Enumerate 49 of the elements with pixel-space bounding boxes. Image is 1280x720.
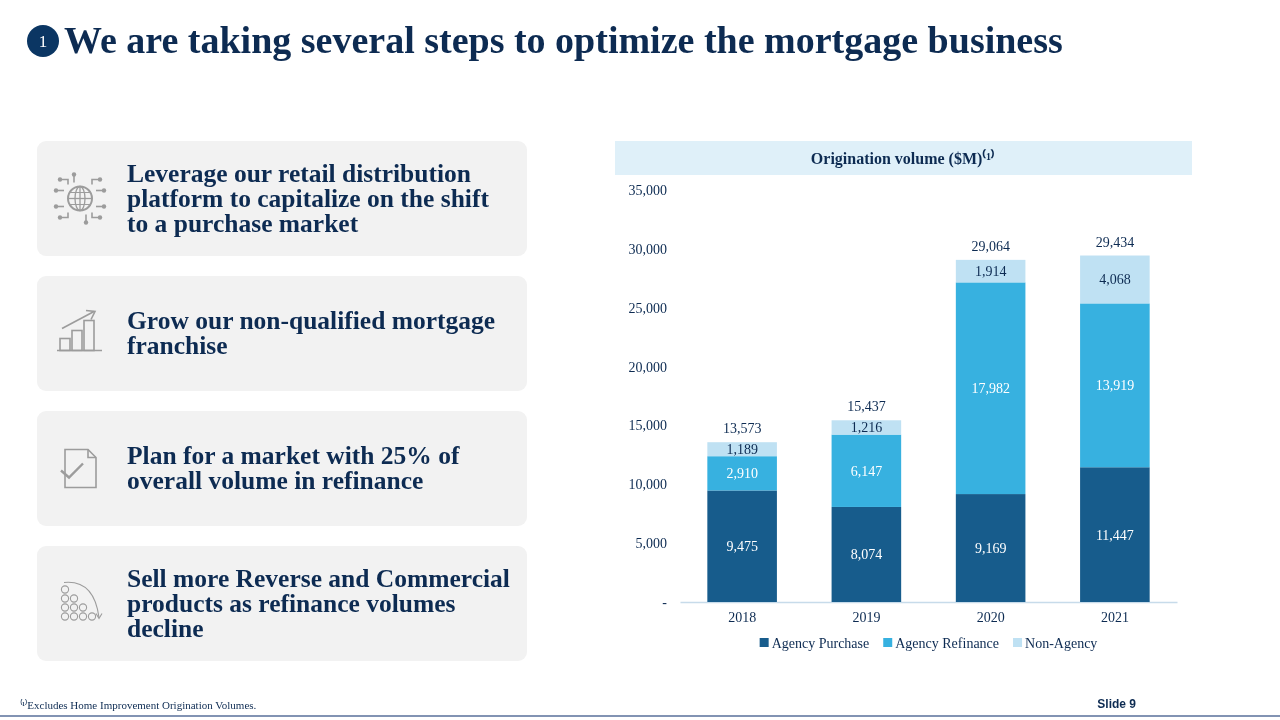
data-label: 17,982 [971,381,1010,397]
y-tick-label: 15,000 [628,418,667,434]
bar [1080,255,1150,304]
y-tick-label: 20,000 [628,359,667,375]
total-label: 15,437 [847,399,886,415]
bar [831,506,902,602]
y-tick-label: 35,000 [628,182,667,198]
data-label: 1,216 [850,420,883,436]
data-label: 4,068 [1099,272,1131,288]
total-label: 29,434 [1095,234,1135,250]
x-tick-label: 2019 [852,609,881,625]
y-tick-label: 5,000 [635,536,667,552]
bar [1080,303,1150,468]
bar [1080,467,1150,602]
data-label: 1,914 [974,264,1007,280]
x-tick-label: 2018 [728,609,757,625]
legend-label: Agency Refinance [895,636,1000,651]
text: 1 [38,32,48,51]
bar [955,494,1026,602]
bar [707,490,777,602]
x-tick-label: 2021 [1100,609,1129,625]
text: ⁽¹⁾Excludes Home Improvement Origination Volumes. [20,699,257,711]
total-label: 13,573 [722,421,762,437]
chart-title: Origination volume ($M)⁽¹⁾ [810,149,996,168]
text: Slide 9 [1097,697,1137,711]
data-label: 2,910 [726,466,758,482]
data-label: 9,475 [726,539,758,555]
data-label: 1,189 [726,442,758,458]
y-tick-label: 10,000 [628,477,667,493]
y-tick-label: 25,000 [628,300,667,316]
data-label: 13,919 [1095,378,1135,394]
text: Sell more Reverse and Commercial products as refinance volumes decline [127,563,510,643]
y-tick-label: 30,000 [628,241,667,257]
data-label: 6,147 [850,463,883,479]
legend-label: Non-Agency [1025,636,1098,651]
text: Grow our non-qualified mortgage franchise [127,306,496,360]
bar [707,456,777,491]
total-label: 29,064 [971,238,1010,254]
legend-label: Agency Purchase [771,636,870,651]
data-label: 9,169 [974,541,1007,557]
bar [831,434,902,507]
data-label: 8,074 [850,547,883,563]
text: Plan for a market with 25% of overall volume in refinance [127,441,460,495]
text: Leverage our retail distribution platform to capitalize on the shift to a purchase market [127,158,490,238]
text: We are taking several steps to optimize the mortgage business [64,19,1063,61]
bar [955,282,1026,495]
data-label: 11,447 [1095,527,1134,543]
y-tick-label: - [662,594,668,610]
x-tick-label: 2020 [976,609,1005,625]
